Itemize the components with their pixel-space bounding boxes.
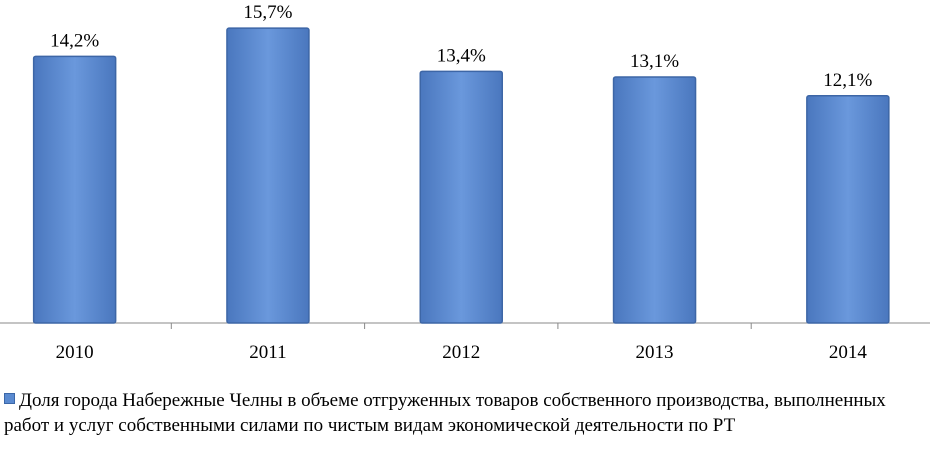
chart: 2010 2011 2012 2013 2014 14,2% 15,7% 13,4% 13,1%… [0,2,930,363]
data-label: 15,7% [243,2,292,23]
x-tick-label: 2014 [829,342,868,363]
x-tick-label: 2011 [249,342,286,363]
bar [32,55,117,324]
x-tick-label: 2012 [442,342,480,363]
legend: Доля города Набережные Челны в объеме от… [4,388,929,438]
x-tick-label: 2010 [56,342,94,363]
bar [226,27,310,324]
x-tick-label: 2013 [636,342,674,363]
bar [806,95,890,324]
legend-label: Доля города Набережные Челны в объеме от… [4,390,886,436]
data-label: 14,2% [50,30,99,51]
data-label: 13,4% [437,45,486,66]
legend-key [4,393,15,404]
data-label: 12,1% [823,70,872,91]
data-label: 13,1% [630,51,679,72]
bar [612,76,697,324]
bar [419,70,503,324]
